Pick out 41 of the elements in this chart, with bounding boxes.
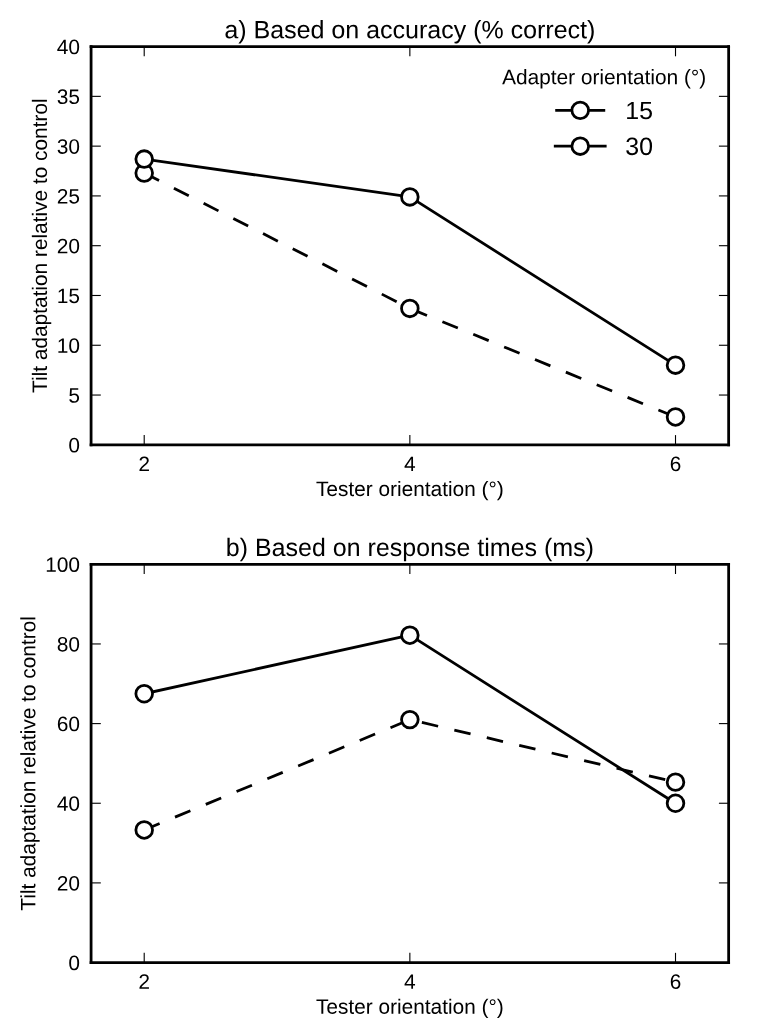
point (400, 625, 420, 645)
y-tick-label: 0 (69, 955, 80, 971)
point (665, 355, 686, 375)
point (665, 793, 686, 813)
point (400, 298, 420, 319)
y-tick-label: 20 (57, 875, 80, 891)
x-tick-label: 4 (404, 974, 416, 989)
x-tick-label: 6 (670, 456, 681, 472)
y-tick-label: 15 (58, 288, 80, 304)
x-axis-title: Tester orientation (°) (316, 480, 503, 501)
y-tick-label: 0 (69, 437, 80, 453)
legend-label: 15 (627, 101, 652, 120)
y-axis-title: Tilt adaptation relative to control (20, 617, 40, 911)
x-tick-label: 2 (139, 974, 149, 989)
x-axis-title: Tester orientation (°) (316, 998, 503, 1019)
point (665, 772, 686, 792)
point (134, 149, 154, 169)
y-tick-label: 40 (57, 796, 80, 811)
legend-title: Adapter orientation (°) (502, 69, 705, 89)
point (400, 709, 420, 730)
y-axis-title: Tilt adaptation relative to control (31, 99, 52, 393)
y-tick-label: 100 (46, 557, 80, 573)
y-tick-label: 25 (57, 188, 80, 204)
y-tick-label: 35 (57, 89, 80, 105)
chart-title: b) Based on response times (ms) (227, 537, 593, 562)
x-tick-label: 6 (670, 974, 681, 989)
y-tick-label: 20 (57, 238, 80, 254)
x-tick-label: 4 (404, 456, 416, 472)
point (134, 684, 154, 704)
x-tick-label: 2 (139, 456, 149, 472)
y-tick-label: 30 (57, 139, 80, 154)
y-tick-label: 5 (69, 388, 80, 403)
point (134, 820, 154, 840)
y-tick-label: 80 (57, 636, 80, 652)
point (665, 407, 686, 427)
y-tick-label: 10 (58, 338, 80, 354)
legend-label: 30 (626, 137, 653, 156)
point (400, 187, 420, 207)
chart-title: a) Based on accuracy (% correct) (225, 20, 594, 44)
y-tick-label: 40 (57, 39, 80, 55)
y-tick-label: 60 (57, 716, 80, 732)
